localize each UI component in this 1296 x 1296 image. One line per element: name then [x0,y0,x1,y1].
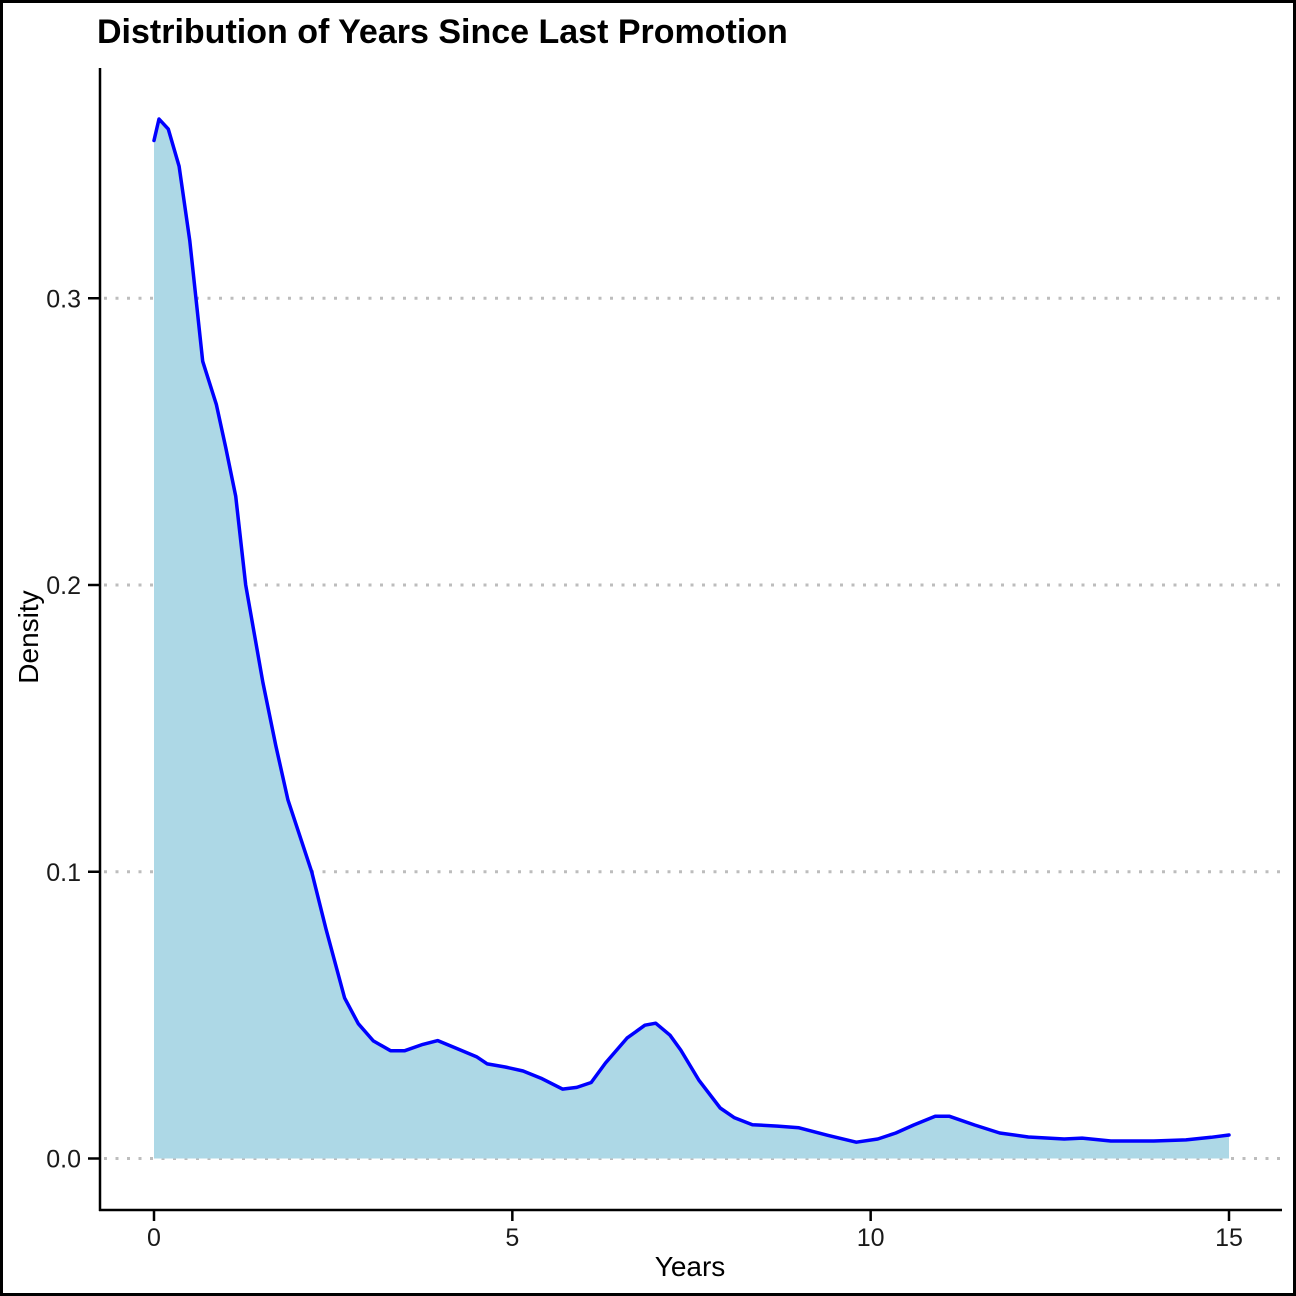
x-tick-label-10: 10 [857,1224,885,1252]
chart-canvas: 0.0 0.1 0.2 0.3 0 5 10 15 [46,68,1282,1252]
density-area [154,119,1229,1159]
y-tick-label-0.1: 0.1 [46,859,81,887]
y-tick-label-0.0: 0.0 [46,1146,81,1174]
x-tick-label-5: 5 [505,1224,519,1252]
chart-title: Distribution of Years Since Last Promoti… [97,13,788,51]
x-tick-label-15: 15 [1215,1224,1243,1252]
density-line [152,117,1231,1144]
x-axis-title: Years [654,1251,726,1282]
x-tick-label-0: 0 [147,1224,161,1252]
y-tick-label-0.3: 0.3 [46,285,81,313]
y-tick-label-0.2: 0.2 [46,572,81,600]
